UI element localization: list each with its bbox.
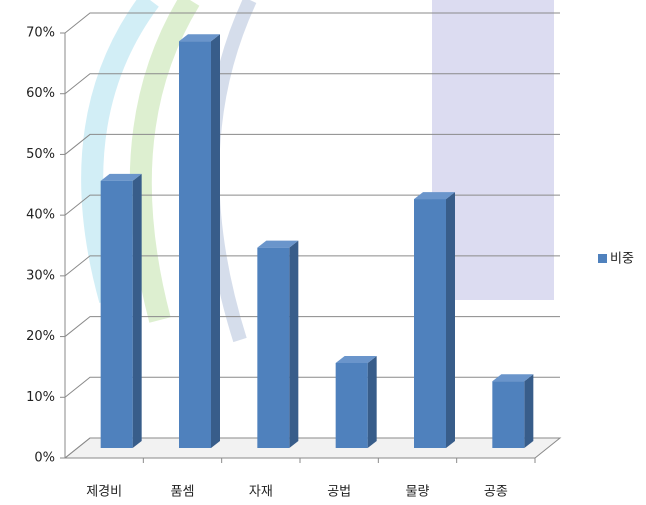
bar-side xyxy=(446,192,455,448)
x-tick-label: 공법 xyxy=(327,485,351,500)
y-tick-label: 40% xyxy=(26,208,55,223)
bar-side xyxy=(367,356,377,448)
grid-line xyxy=(64,255,560,277)
bar-top xyxy=(335,356,377,363)
y-tick-label: 0% xyxy=(34,451,55,466)
bar xyxy=(492,381,525,448)
grid-line xyxy=(64,376,560,398)
legend-label: 비중 xyxy=(610,252,634,267)
y-tick-label: 30% xyxy=(26,268,55,283)
x-tick-label: 품셈 xyxy=(171,485,195,500)
grid-line xyxy=(64,73,560,95)
y-tick-label: 10% xyxy=(26,390,55,405)
bar xyxy=(257,247,290,448)
legend-swatch xyxy=(598,254,607,263)
bar-top xyxy=(414,192,455,200)
bar-side xyxy=(289,240,299,448)
y-tick-label: 20% xyxy=(26,329,55,344)
y-tick-label: 50% xyxy=(26,147,55,162)
bar-top xyxy=(492,374,534,382)
y-tick-label: 70% xyxy=(26,26,55,41)
bar xyxy=(414,199,446,448)
bar-side xyxy=(211,34,220,448)
bar-side xyxy=(524,374,534,448)
bar-top xyxy=(179,34,220,42)
grid-line xyxy=(64,194,560,216)
y-tick-label: 60% xyxy=(26,86,55,101)
grid-line xyxy=(64,437,560,459)
bar xyxy=(179,41,211,448)
bar-side xyxy=(132,173,142,448)
bar xyxy=(335,363,368,448)
x-tick-label: 제경비 xyxy=(86,485,122,500)
x-tick-label: 물량 xyxy=(406,485,430,500)
bar xyxy=(100,180,133,448)
grid-line xyxy=(64,133,560,155)
grid-line xyxy=(64,12,560,34)
bar-top xyxy=(257,240,299,248)
x-tick-label: 공종 xyxy=(484,485,508,500)
bar-top xyxy=(100,173,142,181)
grid-line xyxy=(64,316,560,337)
x-tick-label: 자재 xyxy=(249,485,273,500)
watermark xyxy=(81,0,554,343)
